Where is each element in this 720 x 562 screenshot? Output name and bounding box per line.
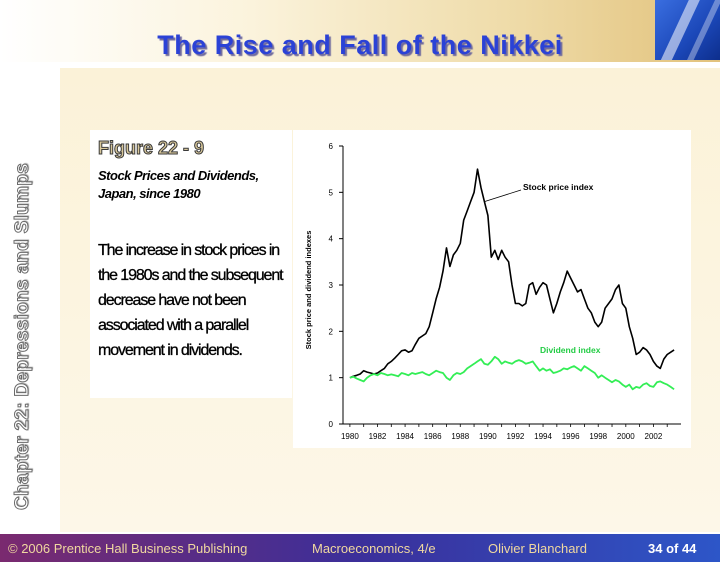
dividend-index-line: [349, 355, 675, 391]
x-tick-label: 1998: [589, 432, 607, 441]
x-tick-label: 1980: [341, 432, 359, 441]
dividend-series-label: Dividend index: [540, 345, 601, 355]
footer-bar: © 2006 Prentice Hall Business Publishing…: [0, 534, 720, 562]
header-band: [0, 0, 720, 62]
figure-label: Figure 22 - 9: [97, 138, 205, 159]
stock-price-line: [349, 168, 675, 379]
stock-series-label: Stock price index: [523, 182, 594, 192]
footer-book: Macroeconomics, 4/e: [312, 541, 436, 556]
corner-decoration: [655, 0, 720, 60]
figure-caption-box: Figure 22 - 9 Stock Prices and Dividends…: [90, 130, 292, 398]
slide-title: The Rise and Fall of the Nikkei: [157, 30, 563, 60]
stock-label-leader: [484, 189, 522, 202]
x-tick-label: 1984: [396, 432, 414, 441]
x-tick-label: 1992: [507, 432, 525, 441]
y-tick-label: 5: [329, 188, 334, 197]
y-tick-label: 2: [329, 327, 334, 336]
x-tick-label: 1982: [369, 432, 387, 441]
x-tick-label: 1990: [479, 432, 497, 441]
chapter-side-label: Chapter 22: Depressions and Slumps: [12, 162, 34, 510]
x-tick-label: 1988: [451, 432, 469, 441]
y-tick-label: 1: [329, 374, 334, 383]
x-tick-label: 2002: [645, 432, 663, 441]
footer-author: Olivier Blanchard: [488, 541, 587, 556]
line-chart: 0 1 2 3 4 5 6 1980 1982 1984 1986 1988 1990 1992 1994 1…: [304, 142, 681, 441]
footer-page-number[interactable]: 34 of 44: [648, 541, 697, 556]
figure-subtitle: Stock Prices and Dividends, Japan, since…: [98, 168, 259, 201]
y-tick-label: 4: [329, 235, 334, 244]
x-tick-label: 2000: [617, 432, 635, 441]
chart-panel: 0 1 2 3 4 5 6 1980 1982 1984 1986 1988 1990 1992 1994 1…: [293, 130, 691, 448]
y-tick-label: 3: [329, 281, 334, 290]
x-tick-label: 1986: [424, 432, 442, 441]
y-tick-label: 6: [329, 142, 334, 151]
x-tick-label: 1996: [562, 432, 580, 441]
x-tick-label: 1994: [534, 432, 552, 441]
figure-description: The increase in stock prices in the 1980…: [98, 242, 284, 359]
footer-copyright: © 2006 Prentice Hall Business Publishing: [8, 541, 248, 556]
y-axis-label: Stock price and dividend indexes: [304, 231, 313, 350]
y-tick-label: 0: [329, 420, 334, 429]
